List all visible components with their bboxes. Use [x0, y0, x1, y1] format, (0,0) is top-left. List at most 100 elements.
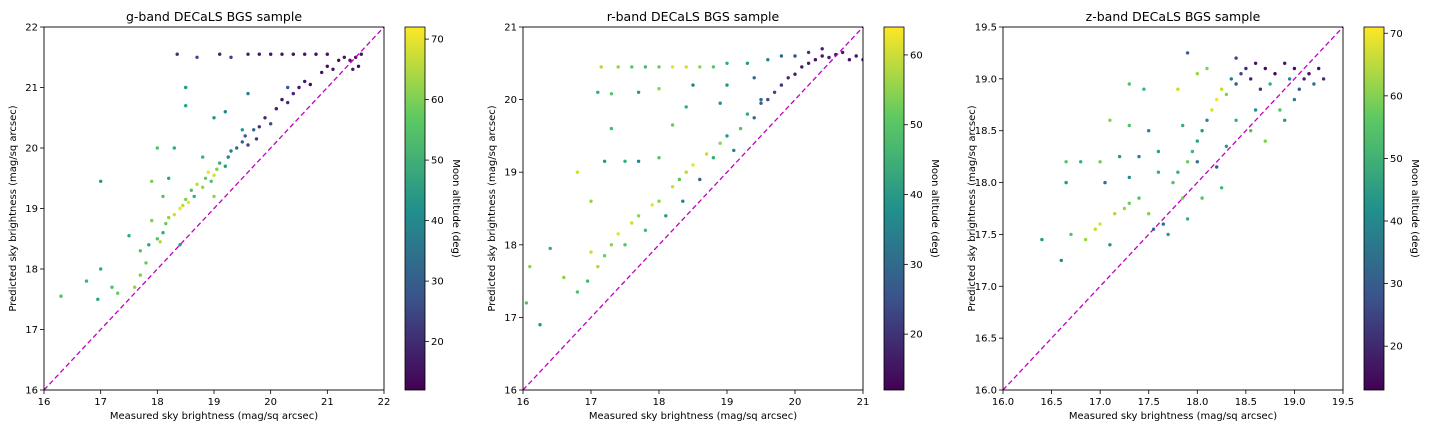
colorbar-tick-label: 30	[431, 277, 444, 288]
scatter-point	[314, 52, 318, 56]
scatter-point	[602, 254, 607, 258]
scatter-point	[96, 297, 100, 301]
scatter-point	[670, 123, 675, 127]
scatter-point	[246, 143, 250, 147]
scatter-point	[589, 199, 593, 203]
scatter-point	[1244, 66, 1248, 71]
scatter-point	[1297, 87, 1302, 91]
colorbar-tick-label: 40	[1390, 217, 1403, 228]
scatter-point	[291, 52, 295, 56]
scatter-point	[195, 55, 199, 59]
scatter-point	[1142, 87, 1146, 91]
scatter-point	[226, 155, 230, 159]
colorbar-label: Moon altitude (deg)	[929, 159, 940, 258]
scatter-point	[1268, 82, 1272, 86]
y-tick-label: 20	[504, 95, 517, 106]
scatter-point	[1283, 118, 1287, 123]
x-tick-label: 18.0	[1186, 397, 1208, 408]
scatter-point	[243, 134, 247, 138]
scatter-point	[1127, 82, 1132, 86]
scatter-point	[99, 267, 103, 271]
scatter-point	[677, 177, 682, 182]
scatter-point	[212, 173, 216, 177]
scatter-point	[1079, 160, 1083, 164]
colorbar-tick-label: 20	[431, 337, 444, 348]
y-tick-label: 19	[25, 204, 38, 215]
scatter-point	[704, 152, 709, 156]
scatter-point	[711, 156, 716, 160]
scatter-point	[1098, 160, 1102, 164]
scatter-point	[1234, 82, 1238, 86]
scatter-point	[274, 107, 278, 111]
scatter-point	[616, 232, 620, 236]
scatter-point	[779, 54, 784, 58]
scatter-points	[524, 47, 863, 327]
scatter-point	[657, 199, 661, 203]
x-axis-label: Measured sky brightness (mag/sq arcsec)	[110, 411, 318, 422]
scatter-point	[1113, 212, 1117, 216]
scatter-point	[596, 90, 600, 95]
colorbar-tick-label: 60	[910, 50, 923, 61]
scatter-point	[303, 52, 307, 56]
y-tick-label: 17.5	[975, 230, 997, 241]
scatter-point	[664, 214, 668, 218]
scatter-point	[240, 128, 244, 132]
scatter-point	[599, 65, 603, 69]
scatter-point	[623, 159, 627, 163]
scatter-point	[636, 90, 641, 95]
y-tick-label: 18.0	[975, 178, 997, 189]
scatter-point	[1147, 129, 1151, 133]
x-axis-label: Measured sky brightness (mag/sq arcsec)	[1069, 411, 1277, 422]
scatter-points	[59, 52, 363, 301]
colorbar	[404, 26, 426, 391]
scatter-point	[192, 194, 196, 199]
scatter-point	[609, 92, 614, 96]
scatter-point	[718, 141, 722, 145]
scatter-point	[303, 79, 307, 84]
scatter-point	[320, 70, 324, 75]
scatter-point	[161, 194, 165, 199]
scatter-point	[1195, 72, 1200, 76]
scatter-point	[291, 91, 295, 96]
scatter-point	[1108, 243, 1112, 247]
scatter-point	[1127, 201, 1132, 205]
scatter-point	[1137, 154, 1141, 159]
scatter-point	[1181, 123, 1185, 128]
scatter-point	[203, 176, 208, 180]
scatter-point	[1278, 108, 1282, 112]
colorbar-tick-label: 40	[431, 216, 444, 227]
scatter-point	[738, 126, 743, 131]
scatter-point	[813, 58, 818, 62]
scatter-point	[297, 85, 301, 90]
y-axis-label: Predicted sky brightness (mag/sq arcsec)	[967, 105, 978, 311]
scatter-point	[1312, 82, 1316, 86]
colorbar-tick-label: 50	[910, 120, 923, 131]
y-axis-label: Predicted sky brightness (mag/sq arcsec)	[487, 105, 498, 311]
scatter-point	[1215, 97, 1219, 102]
scatter-point	[161, 231, 165, 235]
scatter-point	[189, 188, 193, 192]
reference-line	[523, 27, 863, 390]
scatter-point	[1283, 61, 1287, 65]
scatter-point	[1321, 77, 1326, 81]
x-tick-label: 16	[517, 397, 530, 408]
scatter-point	[1108, 118, 1112, 123]
scatter-point	[218, 161, 222, 165]
chart-title: z-band DECaLS BGS sample	[1086, 9, 1261, 24]
scatter-point	[337, 58, 341, 62]
scatter-point	[528, 264, 532, 269]
scatter-point	[670, 185, 675, 189]
scatter-point	[698, 65, 702, 69]
axes-frame	[522, 26, 864, 391]
scatter-point	[269, 122, 273, 126]
scatter-point	[657, 156, 661, 160]
scatter-point	[138, 273, 142, 277]
scatter-point	[195, 182, 199, 186]
scatter-point	[229, 55, 233, 59]
scatter-points	[1040, 51, 1326, 263]
scatter-point	[84, 279, 89, 283]
scatter-point	[110, 285, 114, 289]
scatter-point	[1176, 170, 1180, 174]
scatter-point	[1098, 222, 1102, 226]
scatter-point	[212, 116, 216, 120]
